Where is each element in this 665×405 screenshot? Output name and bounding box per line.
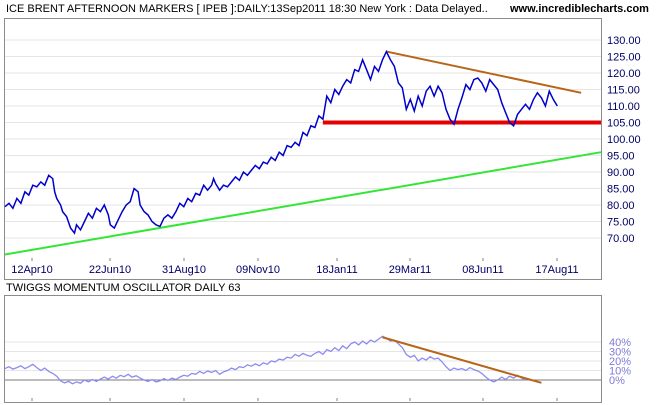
chart-title: ICE BRENT AFTERNOON MARKERS [ IPEB ]:DAI… [6,3,488,15]
x-tick-label: 09Nov10 [236,264,280,276]
price-tick-label: 130.00 [607,35,641,47]
price-tick-label: 75.00 [607,217,635,229]
x-tick-label: 31Aug10 [162,264,206,276]
oscillator-title: TWIGGS MOMENTUM OSCILLATOR DAILY 63 [6,282,241,294]
price-tick-label: 120.00 [607,68,641,80]
price-tick-label: 110.00 [607,101,640,113]
x-tick-label: 29Mar11 [389,264,432,276]
x-tick-label: 18Jan11 [316,264,357,276]
x-tick-label: 12Apr10 [11,264,53,276]
x-tick-label: 08Jun11 [462,264,503,276]
price-tick-label: 125.00 [607,52,641,64]
osc-tick-label: 0% [609,375,625,387]
osc-tick-label: 20% [609,356,631,368]
x-tick-label: 22Jun10 [89,264,131,276]
price-tick-label: 80.00 [607,200,635,212]
osc-tick-label: 30% [609,347,631,359]
resistance-trendline [386,50,582,94]
price-tick-label: 115.00 [607,85,640,97]
oscillator-panel [4,295,602,403]
price-tick-label: 70.00 [607,233,635,245]
site-url[interactable]: www.incrediblecharts.com [510,3,649,15]
price-tick-label: 105.00 [607,118,641,130]
oscillator-series-line [4,335,526,385]
price-tick-label: 90.00 [607,167,635,179]
price-tick-label: 100.00 [607,134,641,146]
price-series-line [4,49,558,235]
long-term-trendline [4,151,602,256]
price-panel [4,18,602,280]
x-tick-label: 17Aug11 [535,264,578,276]
osc-tick-label: 40% [609,337,631,349]
oscillator-trendline [382,336,542,384]
price-tick-label: 85.00 [607,184,635,196]
price-tick-label: 95.00 [607,151,635,163]
osc-tick-label: 10% [609,366,631,378]
